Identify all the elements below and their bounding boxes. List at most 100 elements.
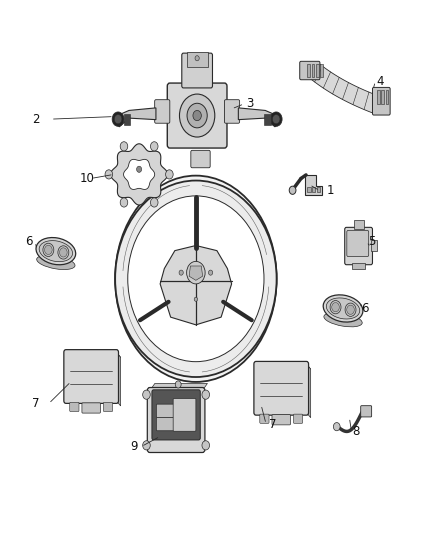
FancyBboxPatch shape [156,404,175,417]
Circle shape [202,390,209,399]
Circle shape [128,196,264,362]
Bar [124,114,130,125]
FancyBboxPatch shape [147,387,205,453]
Circle shape [143,390,150,399]
FancyBboxPatch shape [293,414,303,423]
Ellipse shape [36,238,76,265]
FancyBboxPatch shape [155,100,170,123]
FancyBboxPatch shape [300,61,320,80]
Circle shape [289,186,296,195]
Circle shape [115,181,277,377]
Text: 8: 8 [353,425,360,438]
Circle shape [194,297,198,301]
FancyBboxPatch shape [345,228,372,265]
FancyBboxPatch shape [347,230,369,256]
FancyBboxPatch shape [156,417,175,431]
Circle shape [330,301,341,314]
Bar [377,90,380,104]
Bar [385,90,389,104]
Circle shape [137,166,141,172]
FancyBboxPatch shape [70,402,79,411]
Circle shape [60,248,67,257]
Bar [187,52,208,67]
Text: 6: 6 [25,236,32,248]
FancyBboxPatch shape [361,406,371,417]
Circle shape [151,198,158,207]
Circle shape [112,112,124,126]
Polygon shape [124,159,155,189]
FancyBboxPatch shape [182,53,212,88]
Circle shape [114,115,122,124]
Text: 1: 1 [326,184,334,197]
Polygon shape [307,364,311,418]
Polygon shape [117,352,120,406]
Circle shape [332,303,339,312]
FancyBboxPatch shape [167,83,227,148]
Circle shape [105,170,113,179]
FancyBboxPatch shape [82,403,100,413]
Circle shape [333,423,340,431]
Ellipse shape [324,312,362,327]
Circle shape [195,55,199,61]
Circle shape [180,94,215,137]
Bar [371,240,377,251]
Ellipse shape [39,240,73,262]
Circle shape [58,246,69,259]
Bar [316,64,319,77]
Circle shape [175,381,181,388]
FancyBboxPatch shape [191,150,210,168]
Circle shape [187,261,205,284]
Text: 7: 7 [268,417,276,431]
FancyBboxPatch shape [64,350,119,403]
Circle shape [45,245,52,254]
Circle shape [270,112,282,126]
Circle shape [143,441,150,450]
Circle shape [347,305,354,314]
Circle shape [193,110,201,120]
Circle shape [345,303,356,317]
Text: 9: 9 [130,440,138,453]
Text: 5: 5 [368,236,376,248]
Polygon shape [66,352,120,357]
Circle shape [166,170,173,179]
Text: 3: 3 [246,98,254,110]
Polygon shape [305,175,322,196]
Polygon shape [256,364,311,369]
Ellipse shape [37,255,75,270]
Bar [265,114,271,125]
FancyBboxPatch shape [173,399,196,431]
Polygon shape [238,108,279,127]
Bar [352,263,365,269]
Text: 6: 6 [361,302,369,315]
Circle shape [272,115,280,124]
Circle shape [202,441,209,450]
Circle shape [151,142,158,151]
Bar [320,64,323,77]
Circle shape [208,270,213,275]
FancyBboxPatch shape [224,100,240,123]
Circle shape [120,198,128,207]
Circle shape [187,103,207,128]
Ellipse shape [115,176,277,382]
Polygon shape [160,246,232,325]
FancyBboxPatch shape [272,415,290,425]
Text: 7: 7 [32,397,39,410]
Bar [307,64,310,77]
FancyBboxPatch shape [103,402,113,411]
Bar [312,187,315,192]
Polygon shape [150,383,208,391]
Text: 10: 10 [79,172,94,185]
Bar [311,64,314,77]
FancyBboxPatch shape [372,87,390,115]
Ellipse shape [326,298,360,319]
Circle shape [43,243,54,256]
FancyBboxPatch shape [260,414,269,423]
Bar [381,90,384,104]
Polygon shape [110,144,168,205]
Text: 2: 2 [32,112,39,126]
Bar [353,220,364,229]
Text: 4: 4 [377,75,384,88]
Circle shape [179,270,183,275]
Bar [317,187,320,192]
Circle shape [120,142,128,151]
